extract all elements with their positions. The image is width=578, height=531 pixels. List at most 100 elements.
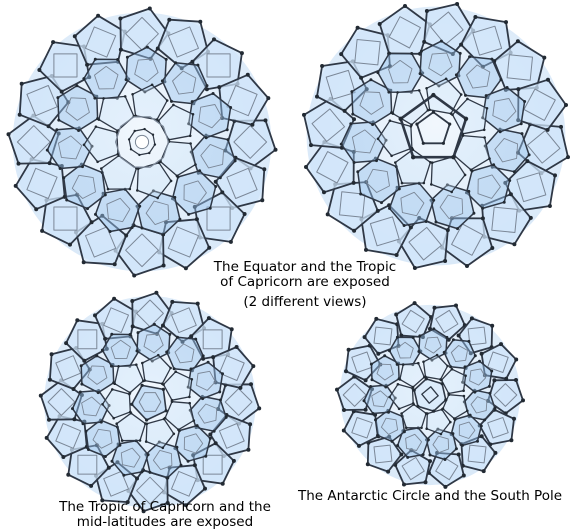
cell-face [200,143,225,169]
cell-face [183,180,207,205]
vertex-node [116,152,120,156]
cell-face [469,368,487,386]
vertex-node [408,225,413,230]
vertex-node [364,247,368,252]
cell-face [388,59,413,84]
vertex-node [251,364,256,369]
vertex-node [432,409,436,413]
vertex-node [566,155,570,160]
vertex-node [437,84,441,88]
cell-face [172,70,197,95]
vertex-node [463,116,469,122]
vertex-node [224,415,228,419]
vertex-node [483,418,487,422]
vertex-node [429,198,433,202]
vertex-node [398,116,403,122]
vertex-node [65,198,69,202]
vertex-node [445,228,450,233]
vertex-node [465,191,468,195]
vertex-node [410,52,414,55]
cell-face [425,78,462,115]
cell-face [167,226,199,258]
vertex-node [467,339,471,343]
vertex-node [515,39,520,44]
vertex-node [145,418,149,422]
vertex-node [49,352,54,357]
vertex-node [190,59,195,64]
vertex-node [479,434,484,439]
vertex-node [208,436,212,440]
vertex-node [490,165,494,169]
vertex-node [57,118,61,122]
vertex-node [122,473,126,477]
cell-face [106,197,131,223]
vertex-node [466,409,469,413]
vertex-node [168,332,172,336]
vertex-node [499,342,503,347]
cell-face [400,191,425,217]
vertex-node [180,339,185,344]
vertex-node [514,378,518,382]
vertex-node [376,351,381,356]
cell-face [422,354,449,381]
vertex-node [148,470,152,474]
vertex-node [315,94,319,99]
vertex-node [138,204,142,208]
vertex-node [130,226,134,229]
cell-face [65,97,90,121]
vertex-node [248,422,253,427]
vertex-node [86,207,89,211]
cell-face [373,444,393,464]
vertex-node [451,432,455,436]
vertex-node [138,439,142,442]
vertex-node [13,183,18,188]
cell-face [401,309,425,334]
vertex-node [468,351,473,356]
vertex-node [128,187,132,191]
cell-face [125,233,159,268]
vertex-node [396,91,399,94]
vertex-node [127,138,131,141]
vertex-node [103,336,108,341]
vertex-node [59,164,64,168]
vertex-node [431,92,436,98]
vertex-node [478,359,481,363]
vertex-node [362,399,366,403]
vertex-node [444,398,448,402]
vertex-node [217,85,222,90]
vertex-node [441,141,445,145]
vertex-node [194,163,197,166]
vertex-node [38,393,43,398]
vertex-node [157,161,161,165]
vertex-node [424,9,429,13]
vertex-node [483,136,486,139]
vertex-node [504,376,509,381]
vertex-node [422,181,426,185]
cell-face [141,354,172,385]
vertex-node [400,181,404,185]
vertex-node [133,129,136,133]
vertex-node [395,185,399,189]
vertex-node [143,90,147,94]
vertex-node [214,185,218,188]
vertex-node [399,333,404,338]
cell-face [516,172,547,203]
vertex-node [525,159,530,164]
vertex-node [77,129,81,132]
vertex-node [370,378,374,382]
vertex-node [68,242,72,247]
cell-face [164,401,195,431]
cell-face [131,384,167,421]
vertex-node [116,58,120,61]
vertex-node [402,430,406,434]
vertex-node [375,208,380,213]
vertex-node [47,417,51,422]
cell-face [316,151,349,184]
vertex-node [376,433,379,437]
vertex-node [140,226,144,230]
vertex-node [559,124,563,129]
cell-face [517,78,567,131]
cell-face [55,423,82,449]
vertex-node [387,410,390,414]
